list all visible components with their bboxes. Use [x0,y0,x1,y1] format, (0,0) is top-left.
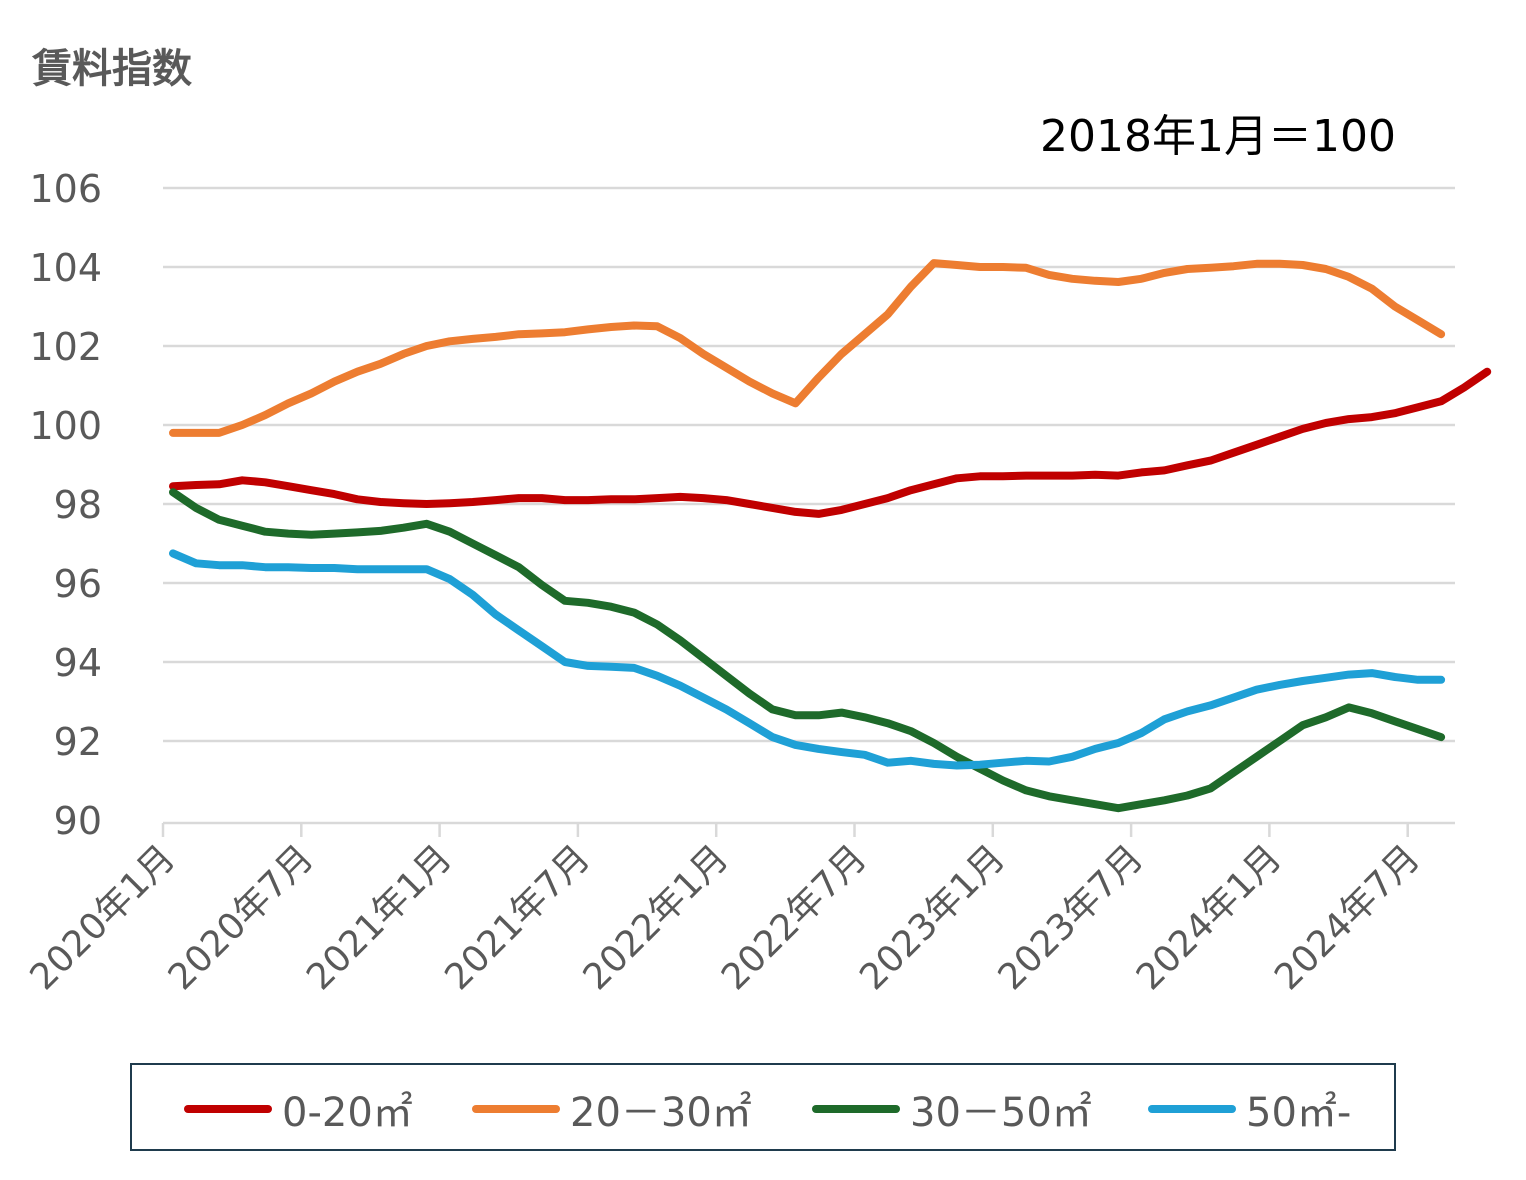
y-tick-label-104: 104 [29,246,102,290]
y-tick-label-96: 96 [54,562,102,606]
x-tick-label-4: 2022年1月 [576,837,737,998]
legend-item-20-30: 20－30㎡ [472,1065,752,1153]
legend: 0-20㎡ 20－30㎡ 30－50㎡ 50㎡- [130,1063,1396,1151]
legend-swatch-20-30 [472,1105,560,1113]
x-tick-label-7: 2023年7月 [991,837,1152,998]
x-tick-label-6: 2023年1月 [852,837,1013,998]
series-line-20-30 [169,259,1446,437]
legend-label-20-30: 20－30㎡ [570,1090,752,1136]
series-line-0-20 [169,367,1492,518]
series-line-30-50 [169,488,1446,813]
legend-swatch-0-20 [184,1105,272,1113]
y-tick-label-102: 102 [29,325,102,369]
x-tick-label-9: 2024年7月 [1267,837,1428,998]
legend-swatch-30-50 [812,1105,900,1113]
x-tick-label-0: 2020年1月 [22,837,183,998]
y-tick-label-94: 94 [54,641,102,685]
y-tick-label-106: 106 [29,167,102,211]
legend-item-30-50: 30－50㎡ [812,1065,1092,1153]
x-tick-label-1: 2020年7月 [161,837,322,998]
base-note: 2018年1月＝100 [1040,111,1396,162]
y-tick-label-90: 90 [54,799,102,843]
y-tick-label-98: 98 [54,483,102,527]
y-tick-label-100: 100 [29,404,102,448]
legend-swatch-50-plus [1148,1105,1236,1113]
x-tick-label-8: 2024年1月 [1129,837,1290,998]
legend-item-50-plus: 50㎡- [1148,1065,1351,1153]
y-tick-label-92: 92 [54,720,102,764]
chart-title: 賃料指数 [32,46,192,92]
x-tick-label-3: 2021年7月 [437,837,598,998]
legend-item-0-20: 0-20㎡ [184,1065,413,1153]
legend-label-50-plus: 50㎡- [1246,1090,1352,1136]
x-tick-label-5: 2022年7月 [714,837,875,998]
line-chart: 90929496981001021041062020年1月2020年7月2021… [22,167,1492,998]
legend-label-0-20: 0-20㎡ [282,1090,413,1136]
x-tick-label-2: 2021年1月 [299,837,460,998]
legend-label-30-50: 30－50㎡ [910,1090,1092,1136]
series-line-50-plus [169,549,1446,770]
